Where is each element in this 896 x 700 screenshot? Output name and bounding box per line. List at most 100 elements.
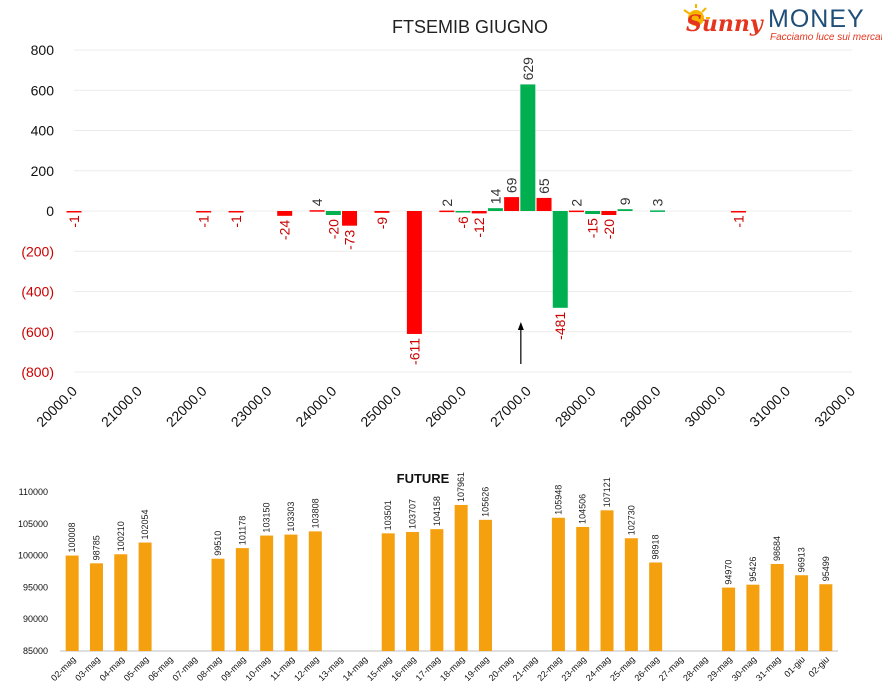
chart1-data-label: -9 <box>374 217 390 230</box>
chart2-bar <box>795 575 809 651</box>
chart1-data-labels: -1 -1 -1 -24 4 -73 -9 -611 2 -12 69 65 2 -20 -1 -20 -6 14… <box>66 57 747 365</box>
chart1-y-tick-label: (400) <box>21 284 54 300</box>
chart1-data-label: -73 <box>342 229 358 249</box>
chart1-bar <box>277 211 293 216</box>
chart2-x-tick-label: 29-mag <box>705 654 734 683</box>
chart2-x-tick-label: 10-mag <box>243 654 272 683</box>
chart2-bar <box>600 510 614 651</box>
chart2-bar <box>770 563 784 651</box>
arrow-head <box>517 322 524 330</box>
chart1-data-label: 69 <box>504 177 520 193</box>
chart2-data-label: 103707 <box>408 499 418 529</box>
chart1-y-tick-label: 600 <box>31 82 55 98</box>
chart1-data-label: 4 <box>309 198 325 206</box>
chart1-bar <box>552 211 568 308</box>
chart1-data-label: -15 <box>585 218 601 238</box>
chart2-y-tick-label: 110000 <box>19 487 48 497</box>
chart2-bar <box>722 587 736 651</box>
logo-tagline: Facciamo luce sui mercati <box>770 32 882 43</box>
chart1-bar <box>731 211 747 213</box>
chart1-data-label: 2 <box>439 199 455 207</box>
chart1-data-label: 9 <box>617 197 633 205</box>
chart2-x-tick-label: 06-mag <box>146 654 175 683</box>
chart2-bar <box>430 529 444 651</box>
chart2-x-tick-label: 31-mag <box>754 654 783 683</box>
chart1-gridlines <box>74 49 852 373</box>
chart1-bar <box>650 210 665 212</box>
chart2-bar <box>406 532 420 651</box>
chart1-bar <box>309 210 325 212</box>
chart2-x-tick-label: 18-mag <box>438 654 467 683</box>
chart1-data-label: 2 <box>568 199 584 207</box>
chart1-bar <box>439 210 455 213</box>
chart1-data-label: -1 <box>196 215 212 228</box>
chart2-x-tick-label: 05-mag <box>122 654 151 683</box>
chart2-x-tick-label: 28-mag <box>681 654 710 683</box>
chart2-data-label: 105948 <box>553 485 563 515</box>
chart1-bar <box>342 211 358 226</box>
chart2-data-label: 107961 <box>456 472 466 502</box>
chart2-bar <box>235 548 249 651</box>
chart1-bar <box>617 209 633 211</box>
chart2-data-label: 107121 <box>602 477 612 507</box>
chart2-x-tick-label: 02-giu <box>806 654 831 679</box>
chart1-bar <box>520 84 536 211</box>
chart2-y-tick-label: 105000 <box>18 519 48 529</box>
chart2-x-tick-label: 19-mag <box>462 654 491 683</box>
chart1-bar <box>228 211 244 213</box>
chart2-x-tick-label: 03-mag <box>73 654 102 683</box>
chart1-bar <box>504 197 520 211</box>
chart2-x-tick-label: 30-mag <box>730 654 759 683</box>
chart1-bar <box>536 197 552 211</box>
chart1-title: FTSEMIB GIUGNO <box>392 17 548 37</box>
chart2-bar <box>381 533 395 651</box>
chart1-y-tick-label: 200 <box>31 163 55 179</box>
chart2-y-tick-label: 85000 <box>23 646 48 656</box>
chart1-data-label: -1 <box>228 215 244 228</box>
chart1-y-tick-label: 0 <box>46 203 54 219</box>
chart2-data-label: 95499 <box>821 556 831 581</box>
chart2-y-axis: 110000 105000 100000 95000 90000 85000 <box>18 487 48 656</box>
chart2-data-label: 99510 <box>213 531 223 556</box>
chart2-data-label: 96913 <box>797 547 807 572</box>
chart2-bar <box>138 542 152 651</box>
chart2-data-label: 95426 <box>748 557 758 582</box>
chart1-bar <box>487 208 503 211</box>
chart2-bar <box>478 519 492 651</box>
chart1-data-label: -12 <box>471 217 487 237</box>
chart2-x-tick-label: 11-mag <box>268 654 296 682</box>
chart2-x-tick-label: 25-mag <box>608 654 637 683</box>
chart2-data-label: 98918 <box>651 534 661 559</box>
chart2-bar <box>65 555 79 651</box>
chart1-data-label: -1 <box>66 215 82 228</box>
chart1-y-tick-label: (800) <box>21 364 54 380</box>
chart1-bar <box>66 211 82 213</box>
logo-brand-left: Sunny <box>686 11 765 37</box>
chart1-data-label: -611 <box>406 338 422 365</box>
chart1-bars <box>66 84 747 334</box>
chart2-data-label: 100008 <box>67 523 77 553</box>
chart2-x-tick-label: 15-mag <box>365 654 394 683</box>
chart1-bar <box>471 211 487 214</box>
chart1-y-tick-label: (200) <box>21 243 54 259</box>
chart1-bar <box>196 211 212 213</box>
chart2-data-labels: 100008 98785 100210 102054 99510 101178 103150… <box>67 472 831 585</box>
logo-brand-right: MONEY <box>768 5 865 33</box>
chart1-bar <box>585 211 601 215</box>
chart2-x-tick-label: 22-mag <box>535 654 564 683</box>
chart1-y-tick-label: 400 <box>31 123 55 139</box>
chart2-bar <box>89 563 103 651</box>
chart2-title: FUTURE <box>397 471 450 486</box>
chart2-x-tick-label: 20-mag <box>487 654 516 683</box>
chart2-y-tick-label: 100000 <box>18 551 48 561</box>
chart2-data-label: 103150 <box>262 503 272 533</box>
chart1-data-label: -24 <box>277 220 293 240</box>
chart2-bars <box>65 504 833 651</box>
chart2-x-tick-label: 16-mag <box>389 654 418 683</box>
chart2-data-label: 98684 <box>772 536 782 561</box>
chart1-bar <box>601 211 617 216</box>
chart2-x-tick-label: 17-mag <box>414 654 443 683</box>
chart2-y-tick-label: 95000 <box>23 582 48 592</box>
sunny-money-logo: Sunny MONEY Facciamo luce sui mercati <box>683 4 882 43</box>
